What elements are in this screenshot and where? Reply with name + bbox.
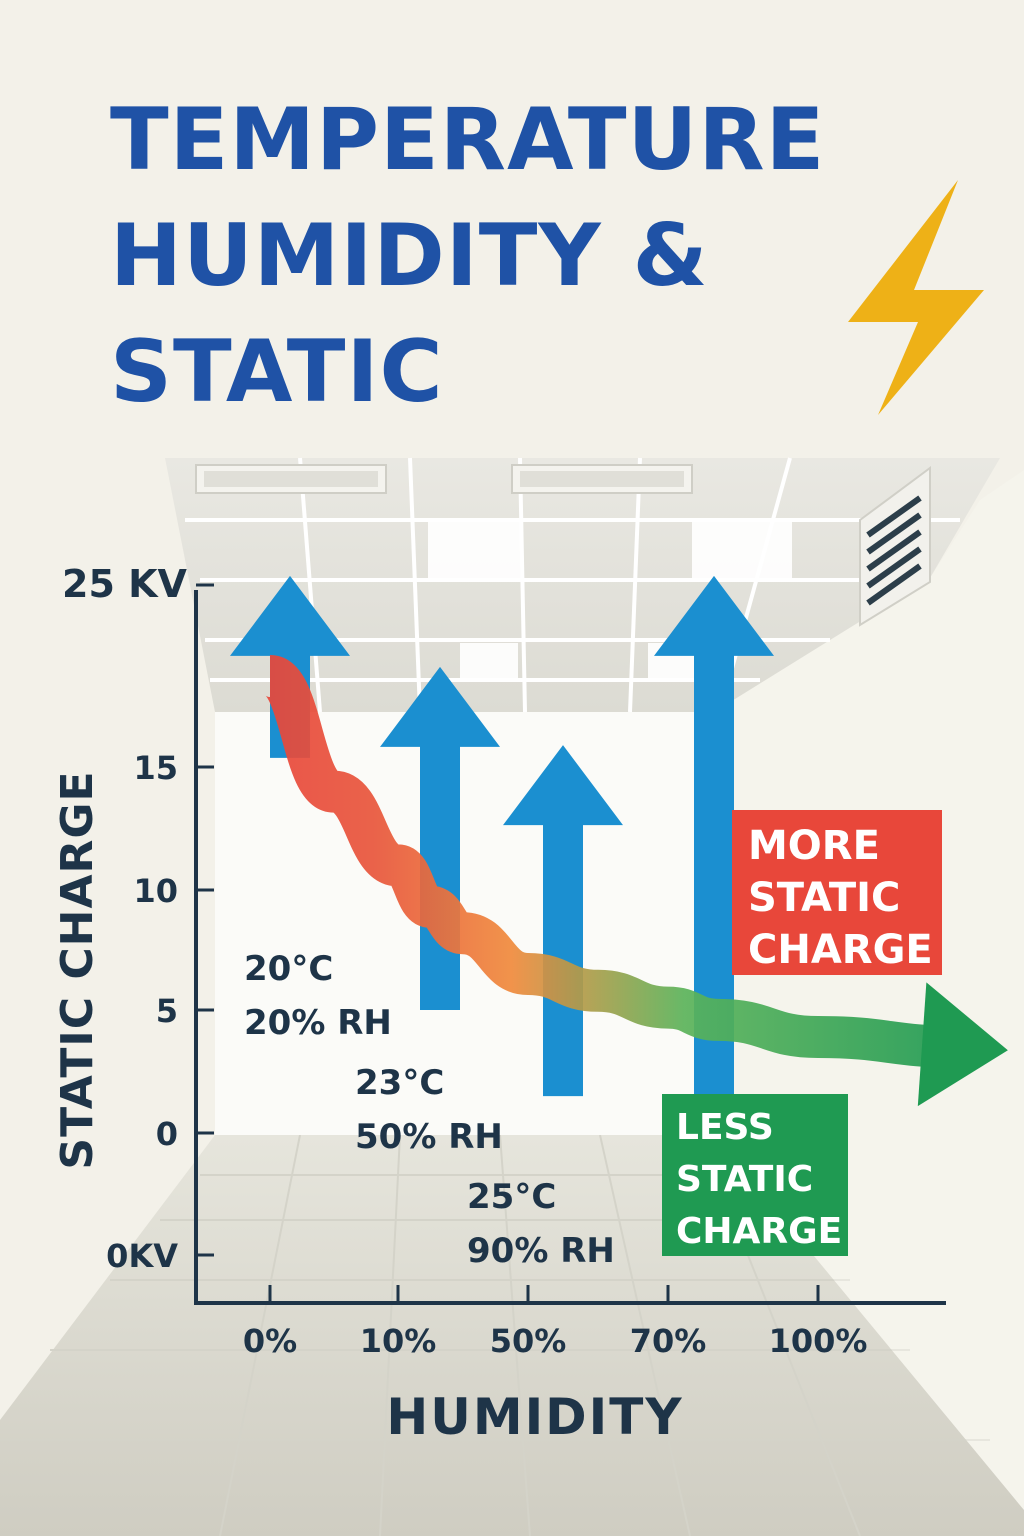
- chart-axes: [194, 590, 946, 1305]
- y-tick-label: 0: [156, 1115, 178, 1153]
- less-static-charge-callout: LESS STATIC CHARGE: [662, 1094, 848, 1256]
- condition-label-20c: 20°C 20% RH: [244, 942, 392, 1050]
- ceiling-vent-icon: [195, 464, 693, 494]
- x-tick-label: 100%: [769, 1322, 868, 1360]
- callout-line: CHARGE: [748, 927, 933, 973]
- annotation-line: 20% RH: [244, 1003, 392, 1043]
- rising-arrow: [380, 666, 500, 1010]
- title-line: STATIC: [110, 322, 444, 422]
- annotation-line: 20°C: [244, 949, 334, 989]
- callout-line: STATIC: [676, 1159, 814, 1200]
- y-tick-label: 5: [156, 992, 178, 1030]
- y-tick-label: 10: [133, 872, 178, 910]
- x-axis-title: HUMIDITY: [386, 1388, 684, 1446]
- y-tick-label: 25 KV: [62, 562, 188, 606]
- annotation-line: 90% RH: [467, 1231, 615, 1271]
- annotation-line: 25°C: [467, 1177, 557, 1217]
- annotation-line: 50% RH: [355, 1117, 503, 1157]
- more-static-charge-callout: MORE STATIC CHARGE: [732, 810, 942, 975]
- condition-label-23c: 23°C 50% RH: [355, 1056, 503, 1164]
- callout-line: CHARGE: [676, 1211, 843, 1252]
- condition-label-25c: 25°C 90% RH: [467, 1170, 615, 1278]
- x-tick-label: 0%: [243, 1322, 297, 1360]
- title-line: HUMIDITY &: [110, 206, 709, 306]
- y-tick-label: 15: [133, 749, 178, 787]
- y-tick-label: 0KV: [106, 1237, 178, 1275]
- curve-arrowhead: [917, 982, 1008, 1107]
- lightning-bolt-icon: [848, 180, 984, 415]
- curve-series-line: [262, 655, 961, 1068]
- wall-vent-icon: [859, 466, 931, 627]
- rising-arrow: [503, 745, 623, 1097]
- callout-line: MORE: [748, 823, 880, 869]
- annotation-line: 23°C: [355, 1063, 445, 1103]
- rising-arrow: [654, 575, 774, 1158]
- page-title: TEMPERATURE HUMIDITY & STATIC: [110, 82, 890, 430]
- x-tick-label: 10%: [360, 1322, 437, 1360]
- y-axis-title: STATIC CHARGE: [52, 770, 103, 1170]
- callout-line: STATIC: [748, 875, 901, 921]
- humidity-curve: [262, 655, 1008, 1107]
- title-line: TEMPERATURE: [110, 90, 826, 190]
- tick-labels: 25 KV 15 10 5 0 0KV 0% 10% 50% 70% 100%: [62, 562, 867, 1360]
- x-tick-label: 70%: [630, 1322, 707, 1360]
- x-tick-label: 50%: [490, 1322, 567, 1360]
- callout-line: LESS: [676, 1107, 774, 1148]
